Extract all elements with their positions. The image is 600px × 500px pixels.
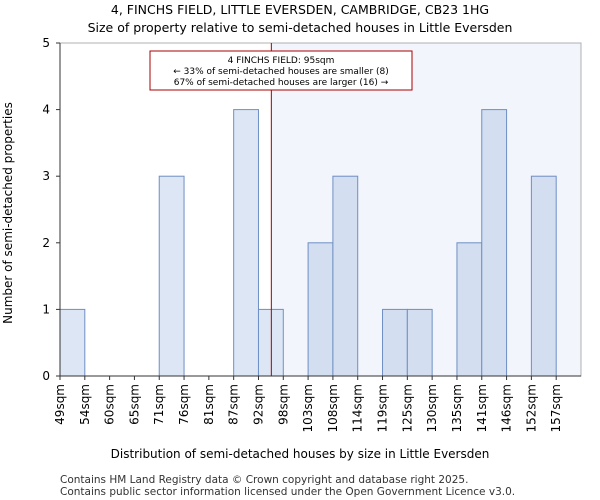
bar-152sqm bbox=[530, 175, 557, 377]
bar-119sqm bbox=[382, 308, 408, 377]
chart-title: 4, FINCHS FIELD, LITTLE EVERSDEN, CAMBRI… bbox=[111, 2, 489, 17]
y-tick-label: 4 bbox=[42, 103, 50, 117]
x-tick-label: 119sqm bbox=[376, 384, 390, 432]
x-tick-label: 87sqm bbox=[227, 384, 241, 425]
footer-line-2: Contains public sector information licen… bbox=[60, 486, 515, 498]
bar-125sqm bbox=[406, 308, 433, 377]
x-tick-label: 114sqm bbox=[351, 384, 365, 432]
x-tick-label: 108sqm bbox=[326, 384, 340, 432]
x-tick-label: 125sqm bbox=[400, 384, 414, 432]
bar-71sqm bbox=[158, 175, 185, 377]
bar-49sqm bbox=[59, 308, 86, 377]
x-tick-label: 135sqm bbox=[450, 384, 464, 432]
bar-141sqm bbox=[481, 109, 508, 377]
x-tick-label: 103sqm bbox=[301, 384, 315, 432]
bar-135sqm bbox=[456, 242, 483, 377]
y-tick-label: 5 bbox=[42, 36, 50, 50]
y-axis-label: Number of semi-detached properties bbox=[1, 102, 15, 324]
x-tick-label: 76sqm bbox=[177, 384, 191, 425]
bar-108sqm bbox=[332, 175, 359, 377]
footer-line-1: Contains HM Land Registry data © Crown c… bbox=[60, 474, 468, 486]
x-tick-label: 60sqm bbox=[103, 384, 117, 425]
x-tick-label: 92sqm bbox=[251, 384, 265, 425]
x-tick-label: 81sqm bbox=[202, 384, 216, 425]
x-tick-label: 141sqm bbox=[475, 384, 489, 432]
annotation-box bbox=[149, 50, 413, 91]
y-tick-label: 0 bbox=[42, 369, 50, 383]
y-tick-label: 1 bbox=[42, 302, 50, 316]
x-tick-label: 146sqm bbox=[500, 384, 514, 432]
x-tick-label: 157sqm bbox=[549, 384, 563, 432]
annotation-line-3: 67% of semi-detached houses are larger (… bbox=[174, 78, 389, 88]
x-tick-label: 65sqm bbox=[127, 384, 141, 425]
annotation-line-1: 4 FINCHS FIELD: 95sqm bbox=[228, 56, 335, 66]
bar-103sqm bbox=[307, 242, 334, 377]
x-tick-label: 98sqm bbox=[276, 384, 290, 425]
x-tick-label: 130sqm bbox=[425, 384, 439, 432]
x-tick-label: 49sqm bbox=[53, 384, 67, 425]
y-tick-label: 3 bbox=[42, 169, 50, 183]
plot-area: 0 1 2 3 4 5 49sqm 54sqm 60sqm 65sqm 71sqm 76sqm 81sq… bbox=[42, 36, 582, 432]
x-tick-label: 71sqm bbox=[152, 384, 166, 425]
y-tick-label: 2 bbox=[42, 236, 50, 250]
chart-subtitle: Size of property relative to semi-detach… bbox=[88, 20, 513, 35]
x-tick-label: 152sqm bbox=[524, 384, 538, 432]
bar-87sqm bbox=[233, 109, 259, 377]
x-axis-label: Distribution of semi-detached houses by … bbox=[111, 447, 490, 461]
annotation-line-2: ← 33% of semi-detached houses are smalle… bbox=[173, 67, 389, 77]
x-tick-label: 54sqm bbox=[78, 384, 92, 425]
